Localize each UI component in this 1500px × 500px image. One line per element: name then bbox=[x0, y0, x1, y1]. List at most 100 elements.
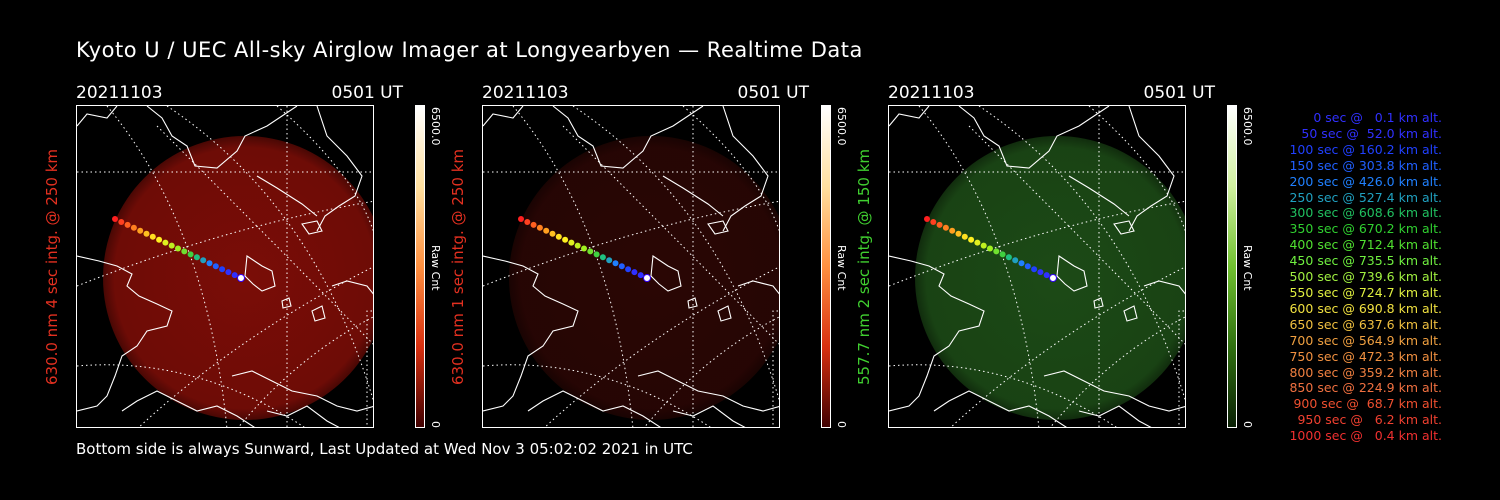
track-point bbox=[599, 254, 606, 261]
coastline bbox=[1078, 405, 1152, 427]
coastline bbox=[687, 297, 698, 309]
grid-line bbox=[512, 106, 634, 427]
grid-line bbox=[366, 310, 373, 427]
track-point bbox=[1031, 266, 1038, 273]
coastline bbox=[717, 305, 732, 322]
grid-line bbox=[1178, 310, 1185, 427]
track-point bbox=[549, 230, 556, 237]
colorbar-min: 0 bbox=[835, 421, 848, 428]
track-point bbox=[574, 242, 581, 249]
track-point bbox=[219, 266, 226, 273]
legend-entry: 50 sec @ 52.0 km alt. bbox=[1301, 125, 1442, 141]
coastline bbox=[121, 390, 255, 427]
track-point bbox=[593, 251, 600, 258]
grid-line bbox=[276, 106, 373, 232]
coastline bbox=[77, 255, 173, 412]
colorbar-unit: Raw Cnt bbox=[429, 245, 442, 291]
coastline bbox=[527, 390, 661, 427]
legend-entry: 350 sec @ 670.2 km alt. bbox=[1289, 221, 1442, 237]
coastline bbox=[737, 280, 779, 295]
coastline bbox=[958, 106, 1110, 169]
panel-side-label: 557.7 nm 2 sec intg. @ 150 km bbox=[855, 148, 873, 385]
colorbar-unit: Raw Cnt bbox=[835, 245, 848, 291]
track-point bbox=[212, 263, 219, 270]
track-point bbox=[1024, 263, 1031, 270]
track-point bbox=[175, 245, 181, 252]
track-point bbox=[930, 219, 937, 225]
legend-entry: 700 sec @ 564.9 km alt. bbox=[1289, 332, 1442, 348]
coastline bbox=[146, 106, 298, 169]
legend-entry: 600 sec @ 690.8 km alt. bbox=[1289, 300, 1442, 316]
legend-entry: 100 sec @ 160.2 km alt. bbox=[1289, 141, 1442, 157]
legend-entry: 200 sec @ 426.0 km alt. bbox=[1289, 173, 1442, 189]
coastline bbox=[256, 175, 318, 217]
track-point bbox=[637, 272, 644, 279]
track-point bbox=[606, 257, 613, 264]
colorbar-labels: 6500.0 Raw Cnt 0 bbox=[425, 105, 447, 428]
legend-entry: 250 sec @ 527.4 km alt. bbox=[1289, 189, 1442, 205]
allsky-map bbox=[76, 105, 374, 428]
track-point bbox=[112, 216, 118, 222]
track-point bbox=[149, 233, 156, 240]
colorbar bbox=[821, 105, 831, 428]
track-point bbox=[530, 221, 537, 228]
imager-panel-3: 20211103 0501 UT 557.7 nm 2 sec intg. @ … bbox=[855, 83, 1254, 433]
legend-entry: 0 sec @ 0.1 km alt. bbox=[1313, 110, 1442, 125]
track-point bbox=[156, 236, 163, 243]
grid-line bbox=[1050, 316, 1185, 427]
imager-panel-1: 20211103 0501 UT 630.0 nm 4 sec intg. @ … bbox=[43, 83, 442, 433]
track-point bbox=[555, 233, 562, 240]
legend-entry: 300 sec @ 608.6 km alt. bbox=[1289, 205, 1442, 221]
grid-line bbox=[106, 106, 228, 427]
coastline bbox=[707, 220, 729, 235]
coastline bbox=[311, 305, 326, 322]
track-point bbox=[118, 219, 125, 225]
legend-entry: 900 sec @ 68.7 km alt. bbox=[1293, 396, 1442, 412]
track-point bbox=[518, 216, 524, 222]
track-point bbox=[143, 230, 150, 237]
track-point bbox=[237, 274, 245, 282]
coastline bbox=[672, 405, 746, 427]
panel-date: 20211103 bbox=[482, 83, 569, 103]
track-point bbox=[1018, 260, 1025, 267]
page-title: Kyoto U / UEC All-sky Airglow Imager at … bbox=[76, 38, 863, 62]
colorbar bbox=[1227, 105, 1237, 428]
track-point bbox=[949, 227, 956, 234]
coastline bbox=[552, 106, 704, 169]
colorbar-labels: 6500.0 Raw Cnt 0 bbox=[1237, 105, 1259, 428]
track-point bbox=[581, 245, 587, 252]
coastline bbox=[889, 255, 985, 412]
coastline bbox=[1113, 220, 1135, 235]
track-point bbox=[193, 254, 200, 261]
track-point bbox=[961, 233, 968, 240]
colorbar-max: 6500.0 bbox=[835, 107, 848, 146]
coastline bbox=[662, 175, 724, 217]
track-point bbox=[999, 251, 1006, 258]
colorbar-max: 6500.0 bbox=[1241, 107, 1254, 146]
imager-panel-2: 20211103 0501 UT 630.0 nm 1 sec intg. @ … bbox=[449, 83, 848, 433]
track-point bbox=[568, 239, 575, 246]
track-point bbox=[993, 248, 1000, 255]
coastline bbox=[1143, 280, 1185, 295]
grid-line bbox=[544, 266, 779, 427]
coastline bbox=[1093, 297, 1104, 309]
grid-line bbox=[950, 266, 1185, 427]
track-point bbox=[225, 269, 232, 276]
track-point bbox=[1043, 272, 1050, 279]
track-point bbox=[987, 245, 993, 252]
track-point bbox=[206, 260, 213, 267]
track-point bbox=[536, 224, 543, 231]
coastline bbox=[244, 255, 276, 292]
legend-entry: 550 sec @ 724.7 km alt. bbox=[1289, 284, 1442, 300]
track-point bbox=[543, 227, 550, 234]
track-point bbox=[612, 260, 619, 267]
track-point bbox=[168, 242, 175, 249]
grid-line bbox=[682, 106, 779, 232]
track-point bbox=[980, 242, 987, 249]
track-point bbox=[137, 227, 144, 234]
panel-date: 20211103 bbox=[888, 83, 975, 103]
track-point bbox=[231, 272, 238, 279]
panel-time: 0501 UT bbox=[737, 83, 810, 103]
colorbar-max: 6500.0 bbox=[429, 107, 442, 146]
track-point bbox=[1037, 269, 1044, 276]
